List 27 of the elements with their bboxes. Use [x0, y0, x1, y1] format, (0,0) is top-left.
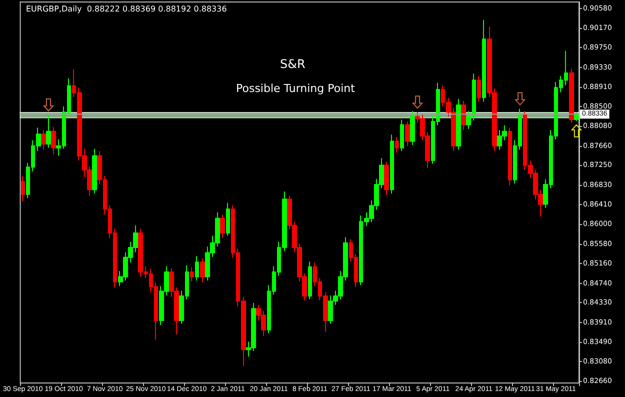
candlestick: [456, 98, 461, 150]
candlestick: [195, 256, 199, 281]
candlestick: [200, 258, 205, 283]
candlestick: [41, 129, 46, 150]
candlestick: [220, 214, 225, 239]
annotation: S&R: [280, 57, 306, 71]
candlestick: [390, 134, 394, 194]
candlestick: [400, 119, 404, 152]
candlestick: [46, 114, 51, 148]
candlestick: [92, 148, 97, 194]
candlestick: [190, 266, 194, 282]
candlestick: [405, 120, 410, 146]
candlestick: [410, 110, 415, 146]
candlestick: [51, 126, 56, 155]
candlestick: [384, 161, 389, 196]
candlestick: [308, 261, 312, 300]
candlestick: [569, 68, 574, 124]
candlestick: [477, 75, 481, 102]
candlestick: [574, 112, 579, 122]
chart-title: EURGBP,Daily 0.88222 0.88369 0.88192 0.88336: [26, 4, 227, 14]
candlestick: [508, 127, 512, 186]
candlestick: [482, 19, 486, 102]
candlestick: [461, 100, 466, 130]
candlestick: [395, 136, 399, 154]
annotation: Possible Turning Point: [236, 82, 356, 95]
candlestick: [21, 176, 25, 202]
candlestick: [226, 202, 230, 236]
